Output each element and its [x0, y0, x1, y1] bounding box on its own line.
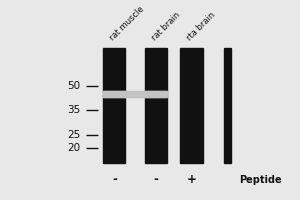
Text: 50: 50 [67, 81, 80, 91]
Text: rta brain: rta brain [185, 11, 217, 43]
Bar [145, 48, 167, 163]
Text: 20: 20 [67, 143, 80, 153]
Text: +: + [187, 173, 196, 186]
Text: Peptide: Peptide [239, 175, 282, 185]
Bar [103, 48, 125, 163]
Text: rat muscle: rat muscle [108, 5, 146, 43]
Text: 35: 35 [67, 105, 80, 115]
Text: -: - [154, 173, 158, 186]
Bar [181, 48, 203, 163]
Bar [103, 91, 167, 97]
Bar [224, 48, 231, 163]
Text: rat brain: rat brain [150, 11, 181, 43]
Text: 25: 25 [67, 130, 80, 140]
Bar [103, 91, 167, 97]
Text: -: - [112, 173, 117, 186]
